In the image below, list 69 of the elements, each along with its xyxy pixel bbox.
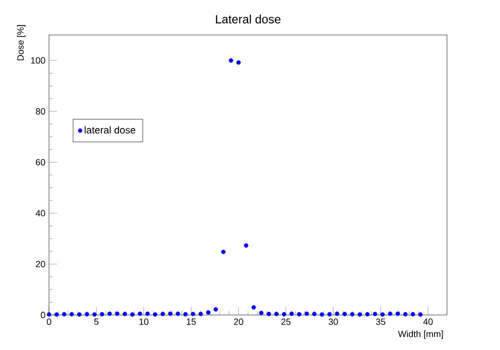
point [396, 312, 400, 316]
y-tick-label: 40 [36, 210, 46, 216]
y-tick-label: 80 [36, 108, 46, 115]
point [282, 312, 286, 316]
point [372, 312, 378, 316]
y-tick-label: 100 [31, 57, 46, 64]
point [403, 312, 408, 316]
x-axis-title: Width [mm] [398, 330, 443, 339]
point [214, 307, 218, 312]
chart-title: Lateral dose [216, 14, 280, 24]
y-axis-title: Dose [%] [17, 25, 26, 60]
point [145, 312, 150, 316]
point [70, 312, 74, 316]
point [176, 312, 180, 316]
point [418, 312, 423, 317]
point [304, 312, 309, 316]
point [320, 312, 324, 317]
point [327, 312, 332, 316]
point [130, 312, 135, 317]
x-tick-label: 0 [46, 318, 52, 325]
point [259, 310, 264, 316]
point [190, 312, 196, 316]
point [266, 312, 272, 316]
y-tick-label: 0 [40, 312, 46, 318]
x-tick-label: 10 [139, 318, 148, 325]
point [228, 58, 234, 63]
x-tick-label: 25 [281, 318, 291, 325]
point [92, 312, 97, 317]
point [62, 312, 66, 316]
point [54, 312, 59, 317]
point [122, 312, 128, 316]
point [365, 312, 370, 316]
y-tick-label: 20 [36, 260, 46, 268]
point [312, 312, 317, 316]
x-tick-label: 20 [234, 318, 244, 325]
point [388, 312, 392, 316]
x-tick-label: 30 [328, 318, 338, 325]
point [183, 312, 188, 316]
point [221, 250, 226, 254]
point [358, 312, 362, 317]
point [206, 310, 210, 315]
point [410, 312, 416, 316]
point [46, 312, 52, 317]
x-tick-label: 35 [376, 318, 386, 325]
point [251, 305, 256, 310]
point [138, 312, 142, 316]
point [380, 312, 385, 317]
point [152, 312, 158, 317]
point [168, 312, 172, 316]
x-tick-label: 15 [186, 318, 196, 325]
point [236, 60, 241, 65]
point [77, 312, 82, 317]
point [350, 312, 354, 316]
point [115, 312, 120, 316]
x-tick-label: 40 [423, 318, 433, 325]
y-tick-label: 60 [36, 159, 46, 166]
point [296, 312, 302, 316]
point [100, 312, 104, 316]
x-tick-label: 5 [94, 318, 99, 325]
point [274, 312, 279, 316]
point [289, 312, 294, 316]
point [107, 312, 112, 316]
point [84, 312, 90, 316]
point [342, 312, 347, 316]
legend-label: lateral dose [84, 126, 136, 134]
point [334, 312, 340, 316]
point [160, 312, 165, 316]
point [198, 312, 203, 316]
point [244, 243, 248, 248]
